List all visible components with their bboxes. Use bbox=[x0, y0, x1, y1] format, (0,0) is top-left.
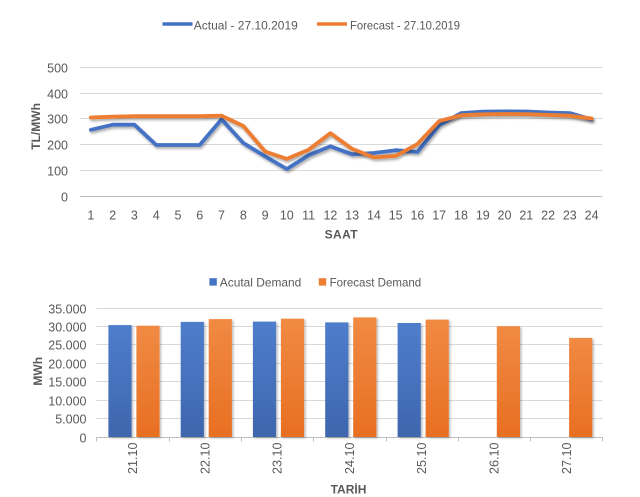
svg-text:Forecast Demand: Forecast Demand bbox=[330, 276, 422, 290]
svg-text:TL/MWh: TL/MWh bbox=[29, 103, 43, 150]
svg-text:MWh: MWh bbox=[31, 357, 45, 386]
svg-text:20: 20 bbox=[498, 208, 512, 222]
svg-text:5.000: 5.000 bbox=[55, 412, 86, 426]
svg-text:6: 6 bbox=[196, 208, 203, 222]
svg-text:14: 14 bbox=[367, 208, 381, 222]
svg-text:10: 10 bbox=[280, 208, 294, 222]
svg-text:5: 5 bbox=[175, 208, 182, 222]
svg-text:11: 11 bbox=[302, 208, 315, 222]
svg-text:20.000: 20.000 bbox=[48, 357, 86, 371]
svg-text:24: 24 bbox=[585, 208, 599, 222]
svg-text:30.000: 30.000 bbox=[48, 320, 86, 334]
svg-text:Forecast - 27.10.2019: Forecast - 27.10.2019 bbox=[350, 18, 460, 32]
svg-text:Acutal Demand: Acutal Demand bbox=[220, 276, 301, 290]
svg-text:8: 8 bbox=[240, 208, 247, 222]
svg-text:26.10: 26.10 bbox=[487, 442, 501, 474]
svg-text:25.10: 25.10 bbox=[415, 442, 429, 474]
svg-text:SAAT: SAAT bbox=[325, 227, 359, 241]
svg-text:15: 15 bbox=[389, 208, 403, 222]
svg-text:400: 400 bbox=[47, 87, 68, 101]
svg-text:21.10: 21.10 bbox=[126, 442, 140, 474]
svg-text:12: 12 bbox=[323, 208, 337, 222]
svg-text:24.10: 24.10 bbox=[343, 442, 357, 474]
svg-text:9: 9 bbox=[262, 208, 269, 222]
svg-text:300: 300 bbox=[47, 112, 68, 126]
svg-text:10.000: 10.000 bbox=[48, 394, 86, 408]
svg-text:100: 100 bbox=[47, 164, 68, 178]
svg-text:3: 3 bbox=[131, 208, 138, 222]
svg-text:19: 19 bbox=[476, 208, 490, 222]
svg-text:2: 2 bbox=[109, 208, 116, 222]
svg-text:500: 500 bbox=[47, 61, 68, 75]
svg-text:35.000: 35.000 bbox=[48, 302, 86, 316]
svg-text:0: 0 bbox=[80, 431, 87, 445]
svg-text:1: 1 bbox=[87, 208, 94, 222]
svg-text:27.10: 27.10 bbox=[560, 442, 574, 474]
svg-text:TARİH: TARİH bbox=[331, 482, 367, 497]
svg-text:13: 13 bbox=[345, 208, 359, 222]
svg-text:Actual - 27.10.2019: Actual - 27.10.2019 bbox=[194, 18, 298, 32]
svg-text:17: 17 bbox=[432, 208, 446, 222]
svg-text:0: 0 bbox=[61, 190, 68, 204]
svg-text:25.000: 25.000 bbox=[48, 338, 86, 352]
svg-text:4: 4 bbox=[153, 208, 160, 222]
svg-text:21: 21 bbox=[519, 208, 533, 222]
svg-text:18: 18 bbox=[454, 208, 468, 222]
svg-text:15.000: 15.000 bbox=[48, 375, 86, 389]
svg-text:23: 23 bbox=[563, 208, 577, 222]
svg-text:200: 200 bbox=[47, 138, 68, 152]
svg-text:22: 22 bbox=[541, 208, 555, 222]
svg-text:23.10: 23.10 bbox=[271, 442, 285, 474]
svg-text:22.10: 22.10 bbox=[198, 442, 212, 474]
svg-text:7: 7 bbox=[218, 208, 225, 222]
svg-text:16: 16 bbox=[410, 208, 424, 222]
